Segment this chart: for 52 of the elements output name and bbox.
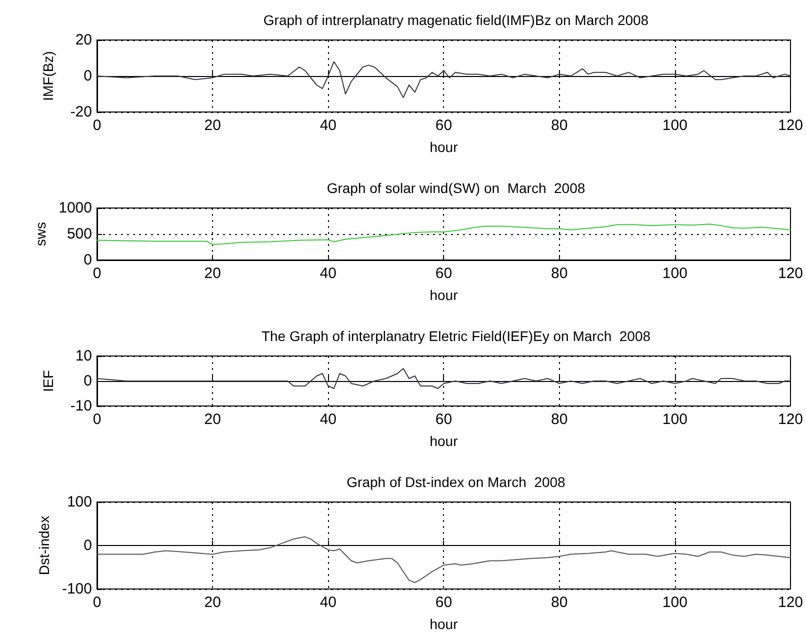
- x-tick-label: 60: [435, 265, 452, 282]
- x-tick-label: 80: [550, 265, 568, 282]
- x-axis-title: hour: [430, 139, 458, 155]
- x-axis-title: hour: [430, 616, 458, 632]
- chart-title: Graph of intrerplanatry magenatic field(IMF)Bz on March 2008: [263, 12, 649, 28]
- y-axis-title: IEF: [40, 370, 56, 392]
- y-tick-label: 100: [66, 494, 92, 510]
- x-tick-label: 40: [320, 117, 337, 134]
- x-tick-label: 40: [320, 411, 337, 428]
- y-tick-label: -20: [70, 104, 92, 120]
- x-tick-label: 120: [778, 411, 803, 428]
- y-tick-label: 0: [84, 68, 92, 84]
- chart-title: The Graph of interplanatry Eletric Field(IEF)Ey on March 2008: [261, 328, 651, 344]
- x-tick-label: 40: [320, 594, 337, 611]
- x-tick-label: 120: [778, 265, 803, 282]
- y-tick-label: 0: [84, 372, 92, 390]
- x-tick-label: 60: [435, 117, 452, 134]
- y-tick-label: -10: [70, 398, 92, 414]
- x-tick-label: 20: [204, 117, 221, 134]
- y-tick-label: 500: [66, 226, 92, 242]
- y-tick-label: 20: [75, 32, 92, 48]
- x-tick-label: 100: [662, 594, 688, 611]
- x-tick-label: 20: [204, 265, 221, 282]
- x-tick-label: 60: [435, 594, 452, 611]
- x-tick-label: 60: [435, 411, 452, 428]
- x-tick-label: 80: [550, 117, 568, 134]
- x-tick-label: 40: [320, 265, 337, 282]
- y-axis-title: IMF(Bz): [40, 51, 56, 101]
- x-tick-label: 80: [550, 594, 568, 611]
- x-tick-label: 100: [662, 265, 688, 282]
- x-tick-label: 80: [550, 411, 568, 428]
- chart-title: Graph of Dst-index on March 2008: [346, 474, 566, 490]
- y-tick-label: 0: [84, 537, 92, 554]
- y-axis-title: sws: [32, 222, 49, 246]
- chart-title: Graph of solar wind(SW) on March 2008: [326, 180, 586, 196]
- y-tick-label: 10: [75, 348, 92, 364]
- y-tick-label: 1000: [58, 200, 92, 216]
- line-series: [96, 368, 791, 389]
- x-tick-label: 120: [778, 594, 803, 611]
- x-axis-title: hour: [430, 433, 458, 449]
- line-series: [96, 61, 791, 98]
- y-tick-label: -100: [62, 580, 92, 598]
- y-tick-label: 0: [84, 252, 92, 268]
- line-series: [96, 224, 791, 245]
- x-tick-label: 20: [204, 411, 221, 428]
- y-axis-title: Dst-index: [36, 516, 52, 576]
- line-series: [96, 536, 791, 583]
- x-tick-label: 100: [662, 117, 688, 134]
- x-tick-label: 20: [204, 594, 221, 611]
- x-tick-label: 120: [778, 117, 803, 134]
- x-tick-label: 100: [662, 411, 688, 428]
- x-axis-title: hour: [430, 287, 458, 303]
